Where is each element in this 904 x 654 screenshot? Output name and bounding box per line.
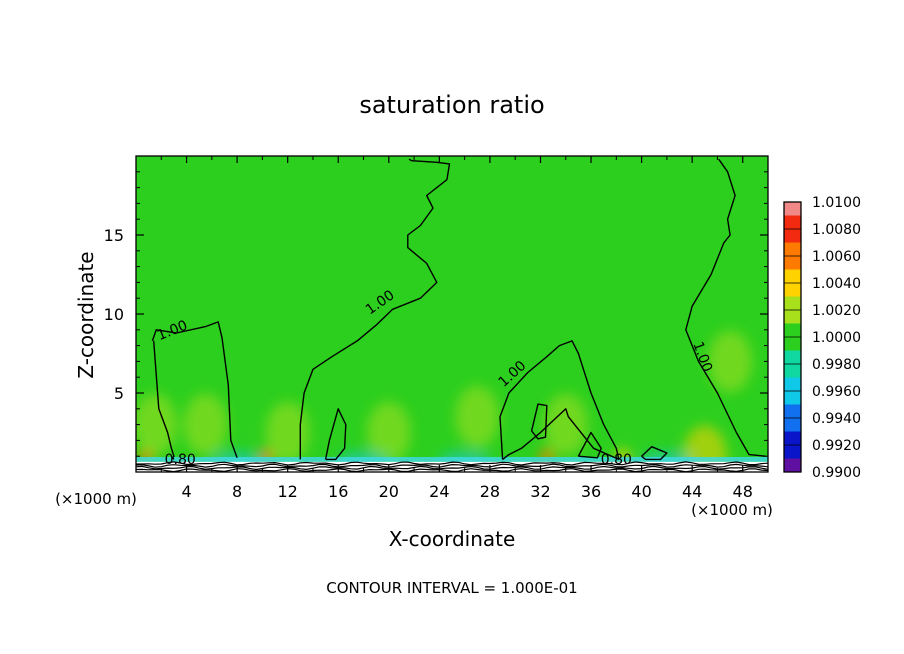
colorbar: 1.0100 1.0080 1.0060 1.0040 1.0020 1.0000 0.99… xyxy=(783,195,861,481)
colorbar-swatch-4a xyxy=(784,310,801,324)
colorbar-label-5: 1.0000 xyxy=(812,330,861,346)
surface-contour-3 xyxy=(136,461,768,466)
colorbar-label-2: 1.0060 xyxy=(812,249,861,265)
surface-layer xyxy=(136,456,768,472)
colorbar-swatch-4b xyxy=(784,323,801,337)
x-tick-label-11: 48 xyxy=(733,482,753,501)
colorbar-swatch-0b xyxy=(784,215,801,229)
colorbar-swatch-2b xyxy=(784,269,801,283)
colorbar-label-3: 1.0040 xyxy=(812,276,861,292)
colorbar-swatch-8a xyxy=(784,418,801,432)
colorbar-label-0: 1.0100 xyxy=(812,195,861,211)
colorbar-swatch-7a xyxy=(784,391,801,405)
surface-contour-2 xyxy=(136,463,768,468)
y-tick-label-0: 5 xyxy=(114,384,124,403)
colorbar-swatch-1a xyxy=(784,229,801,243)
contour-interval-note: CONTOUR INTERVAL = 1.000E-01 xyxy=(326,579,577,597)
colorbar-label-8: 0.9940 xyxy=(812,411,861,427)
x-unit-left: (×1000 m) xyxy=(55,490,137,508)
contour-line-2 xyxy=(299,158,451,460)
contour-lines xyxy=(151,158,766,461)
contour-line-6 xyxy=(577,431,602,459)
y-axis-ticks: 5 10 15 xyxy=(104,171,768,457)
surface-cyan-band xyxy=(136,456,768,462)
colorbar-label-10: 0.9900 xyxy=(812,465,861,481)
contour-line-3 xyxy=(324,408,347,461)
x-tick-label-6: 28 xyxy=(480,482,500,501)
x-tick-label-3: 16 xyxy=(328,482,348,501)
contour-line-8 xyxy=(685,158,766,457)
colorbar-label-1: 1.0080 xyxy=(812,222,861,238)
x-tick-label-10: 44 xyxy=(682,482,702,501)
contour-line-5 xyxy=(530,403,548,440)
x-tick-label-7: 32 xyxy=(530,482,550,501)
colorbar-swatch-3b xyxy=(784,296,801,310)
colorbar-swatch-6a xyxy=(784,364,801,378)
colorbar-swatch-7b xyxy=(784,404,801,418)
x-tick-label-9: 40 xyxy=(631,482,651,501)
colorbar-label-9: 0.9920 xyxy=(812,438,861,454)
heatmap-hotspot-10 xyxy=(543,393,588,456)
y-axis-label: Z-coordinate xyxy=(74,251,98,378)
heatmap-hotspot-8 xyxy=(366,401,411,464)
heatmap-field xyxy=(136,156,768,472)
colorbar-swatch-5b xyxy=(784,350,801,364)
colorbar-swatch-9b xyxy=(784,458,801,472)
contour-line-0 xyxy=(151,321,238,459)
y-tick-label-1: 10 xyxy=(104,305,124,324)
x-tick-label-8: 36 xyxy=(581,482,601,501)
heatmap-hotspot-9 xyxy=(455,385,500,448)
contour-label-4: 0.80 xyxy=(165,452,196,468)
contour-line-4 xyxy=(499,340,620,461)
colorbar-label-7: 0.9960 xyxy=(812,384,861,400)
heatmap-background xyxy=(136,156,768,472)
contour-label-5: 0.80 xyxy=(601,452,632,468)
chart-title: saturation ratio xyxy=(359,91,544,119)
x-tick-label-1: 8 xyxy=(232,482,242,501)
contour-line-7 xyxy=(641,446,668,461)
colorbar-label-4: 1.0020 xyxy=(812,303,861,319)
colorbar-swatch-2a xyxy=(784,256,801,270)
x-tick-label-4: 20 xyxy=(379,482,399,501)
colorbar-swatch-1b xyxy=(784,242,801,256)
x-tick-label-2: 12 xyxy=(278,482,298,501)
colorbar-swatch-6b xyxy=(784,377,801,391)
x-tick-label-5: 24 xyxy=(429,482,449,501)
y-tick-label-2: 15 xyxy=(104,226,124,245)
contour-line-1 xyxy=(153,340,175,460)
surface-white-band xyxy=(136,461,768,472)
x-axis-ticks: 4 8 12 16 20 24 28 32 36 40 44 48 xyxy=(160,156,753,501)
heatmap-hotspot-6 xyxy=(183,393,228,456)
colorbar-label-6: 0.9980 xyxy=(812,357,861,373)
heatmap-hotspot-5 xyxy=(136,393,177,456)
colorbar-swatch-0a xyxy=(784,202,801,216)
colorbar-swatch-5a xyxy=(784,337,801,351)
heatmap-hotspot-7 xyxy=(265,401,310,464)
colorbar-swatch-8b xyxy=(784,431,801,445)
colorbar-swatch-3a xyxy=(784,283,801,297)
x-unit-right: (×1000 m) xyxy=(691,501,773,519)
x-axis-label: X-coordinate xyxy=(389,527,516,551)
x-tick-label-0: 4 xyxy=(181,482,191,501)
surface-contour-1 xyxy=(136,465,768,471)
heatmap-hotspot-11 xyxy=(708,330,753,393)
colorbar-swatch-9a xyxy=(784,445,801,459)
